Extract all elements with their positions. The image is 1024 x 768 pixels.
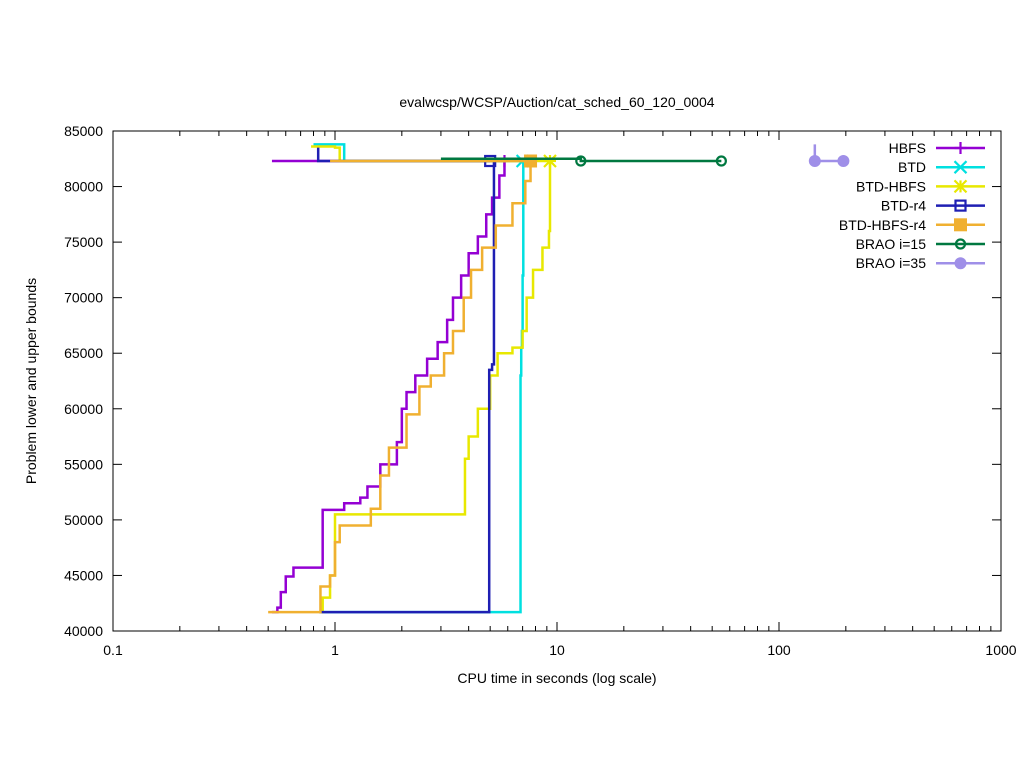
- chart-title: evalwcsp/WCSP/Auction/cat_sched_60_120_0…: [399, 94, 714, 110]
- series-brao-i-35-point: [837, 155, 850, 167]
- series-btd-hbfs-lower-bound-line: [320, 161, 552, 614]
- series-btd-hbfs-r4: [268, 154, 538, 614]
- y-tick-label: 80000: [64, 179, 103, 195]
- series-brao-i-15: [440, 155, 727, 167]
- legend-marker-hbfs: [954, 142, 967, 154]
- series-hbfs-lower-bound-line: [271, 161, 506, 614]
- series-btd-hbfs-point: [543, 154, 557, 168]
- series-brao-i-35-point-part: [808, 155, 821, 167]
- series-hbfs: [271, 155, 511, 614]
- legend: HBFS BTD BTD-HBFS BTD-r4 BTD-HBFS-r4 BRAO i=1…: [839, 140, 985, 271]
- series-brao-i-15-point: [715, 155, 727, 167]
- legend-marker-brao-i-35-part: [954, 257, 967, 270]
- legend-marker-btd: [953, 160, 968, 174]
- y-tick-label: 50000: [64, 512, 103, 528]
- y-axis-label: Problem lower and upper bounds: [23, 278, 39, 484]
- series-brao-i-35-point-part: [837, 155, 850, 167]
- series-btd-hbfs-r4-point: [524, 154, 538, 168]
- legend-marker-btd-part: [953, 160, 968, 174]
- legend-marker-btd-hbfs-r4: [954, 218, 967, 232]
- legend-label-btd-hbfs-r4: BTD-HBFS-r4: [839, 217, 926, 233]
- legend-marker-btd-r4: [954, 199, 967, 212]
- series-brao-i-15-upper-bound-line: [440, 157, 722, 163]
- legend-label-btd-r4: BTD-r4: [881, 198, 926, 214]
- legend-marker-btd-r4-part: [954, 199, 967, 212]
- legend-marker-btd-hbfs: [953, 179, 968, 194]
- x-tick-label: 10: [549, 642, 565, 658]
- series-btd-r4: [316, 147, 497, 614]
- y-tick-label: 85000: [64, 123, 103, 139]
- series-brao-i-35: [808, 144, 850, 167]
- y-tick-label: 70000: [64, 290, 103, 306]
- x-tick-label: 100: [767, 642, 791, 658]
- series-layer: [268, 143, 850, 614]
- x-tick-label: 0.1: [103, 642, 123, 658]
- axis-ticks: 0.1 1 10 100 1000 40000 45000 50000 55000 60000 65…: [64, 123, 1017, 658]
- x-tick-label: 1: [331, 642, 339, 658]
- legend-label-brao-i-15: BRAO i=15: [856, 236, 927, 252]
- y-tick-label: 65000: [64, 345, 103, 361]
- series-btd-r4-lower-bound-line: [319, 161, 496, 614]
- series-brao-i-15-point: [575, 155, 587, 167]
- series-brao-i-15-point-part: [575, 155, 587, 167]
- plot-frame: [112, 130, 1002, 632]
- series-brao-i-35-point: [808, 155, 821, 167]
- legend-label-hbfs: HBFS: [889, 140, 926, 156]
- legend-marker-brao-i-35: [954, 257, 967, 270]
- y-tick-label: 40000: [64, 623, 103, 639]
- y-tick-label: 60000: [64, 401, 103, 417]
- x-axis-label: CPU time in seconds (log scale): [457, 670, 656, 686]
- series-btd-hbfs: [311, 145, 557, 614]
- legend-label-brao-i-35: BRAO i=35: [856, 255, 927, 271]
- legend-marker-brao-i-15-part: [954, 238, 967, 250]
- x-tick-label: 1000: [985, 642, 1016, 658]
- series-btd-hbfs-r4-point-part: [524, 154, 538, 168]
- y-tick-label: 55000: [64, 456, 103, 472]
- legend-label-btd-hbfs: BTD-HBFS: [856, 178, 926, 194]
- series-brao-i-15-point-part: [715, 155, 727, 167]
- legend-marker-brao-i-15: [954, 238, 967, 250]
- y-tick-label: 75000: [64, 234, 103, 250]
- series-btd: [313, 143, 530, 614]
- series-btd-hbfs-r4-lower-bound-line: [268, 161, 532, 614]
- legend-marker-btd-hbfs-r4-part: [954, 218, 967, 232]
- y-tick-label: 45000: [64, 567, 103, 583]
- legend-label-btd: BTD: [898, 159, 926, 175]
